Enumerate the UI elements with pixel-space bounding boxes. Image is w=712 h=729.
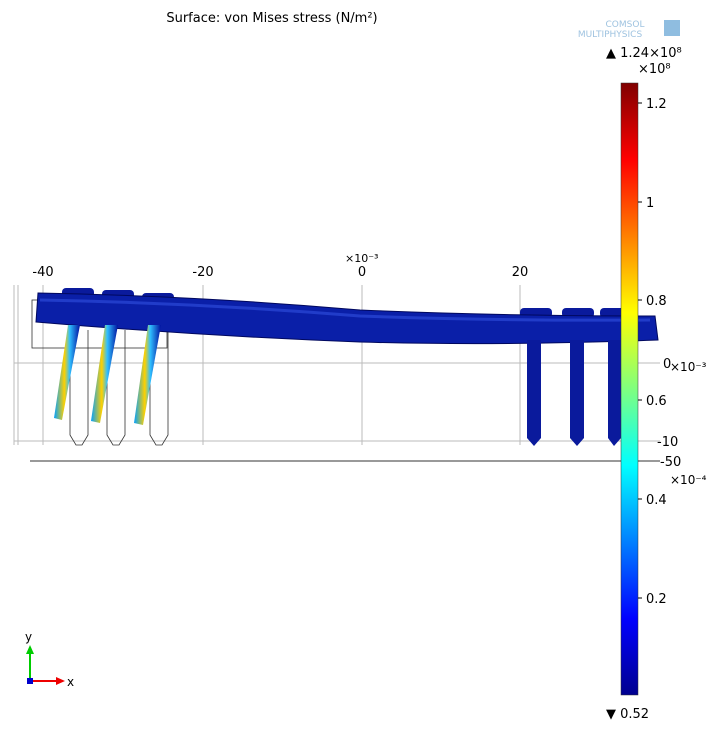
x-tick: -20 (192, 265, 213, 280)
comsol-plot: Surface: von Mises stress (N/m²) COMSOL … (0, 0, 712, 725)
colorbar-tick: 1 (646, 196, 654, 211)
triad-label: y (25, 630, 32, 644)
logo-text: COMSOL (606, 20, 645, 30)
colorbar-tick: 0.8 (646, 294, 667, 309)
x-tick: -40 (32, 265, 53, 280)
x-tick: 0 (358, 265, 366, 280)
colorbar-max: ▲ 1.24×10⁸ (606, 46, 682, 61)
screws (54, 325, 621, 446)
logo-text: MULTIPHYSICS (578, 30, 643, 40)
logo-cube (664, 20, 680, 36)
plate (36, 288, 658, 344)
x-tick: 20 (512, 265, 529, 280)
colorbar-min: ▼ 0.52 (606, 707, 649, 722)
colorbar-tick: 0.2 (646, 592, 667, 607)
colorbar-ticks (638, 103, 642, 598)
triad-label: x (67, 675, 74, 689)
z-tick: -50 (660, 455, 681, 470)
logo: COMSOL MULTIPHYSICS (578, 20, 680, 40)
y-tick: -10 (657, 435, 678, 450)
colorbar-tick: 1.2 (646, 97, 667, 112)
x-multiplier: ×10⁻³ (345, 252, 378, 265)
y-multiplier: ×10⁻³ (670, 360, 707, 374)
plot-title: Surface: von Mises stress (N/m²) (166, 11, 377, 26)
colorbar (621, 83, 638, 695)
colorbar-tick: 0.6 (646, 394, 667, 409)
colorbar-multiplier: ×10⁸ (638, 62, 671, 77)
z-multiplier: ×10⁻⁴ (670, 473, 707, 487)
axis-triad: y x (25, 630, 74, 689)
colorbar-tick: 0.4 (646, 493, 667, 508)
